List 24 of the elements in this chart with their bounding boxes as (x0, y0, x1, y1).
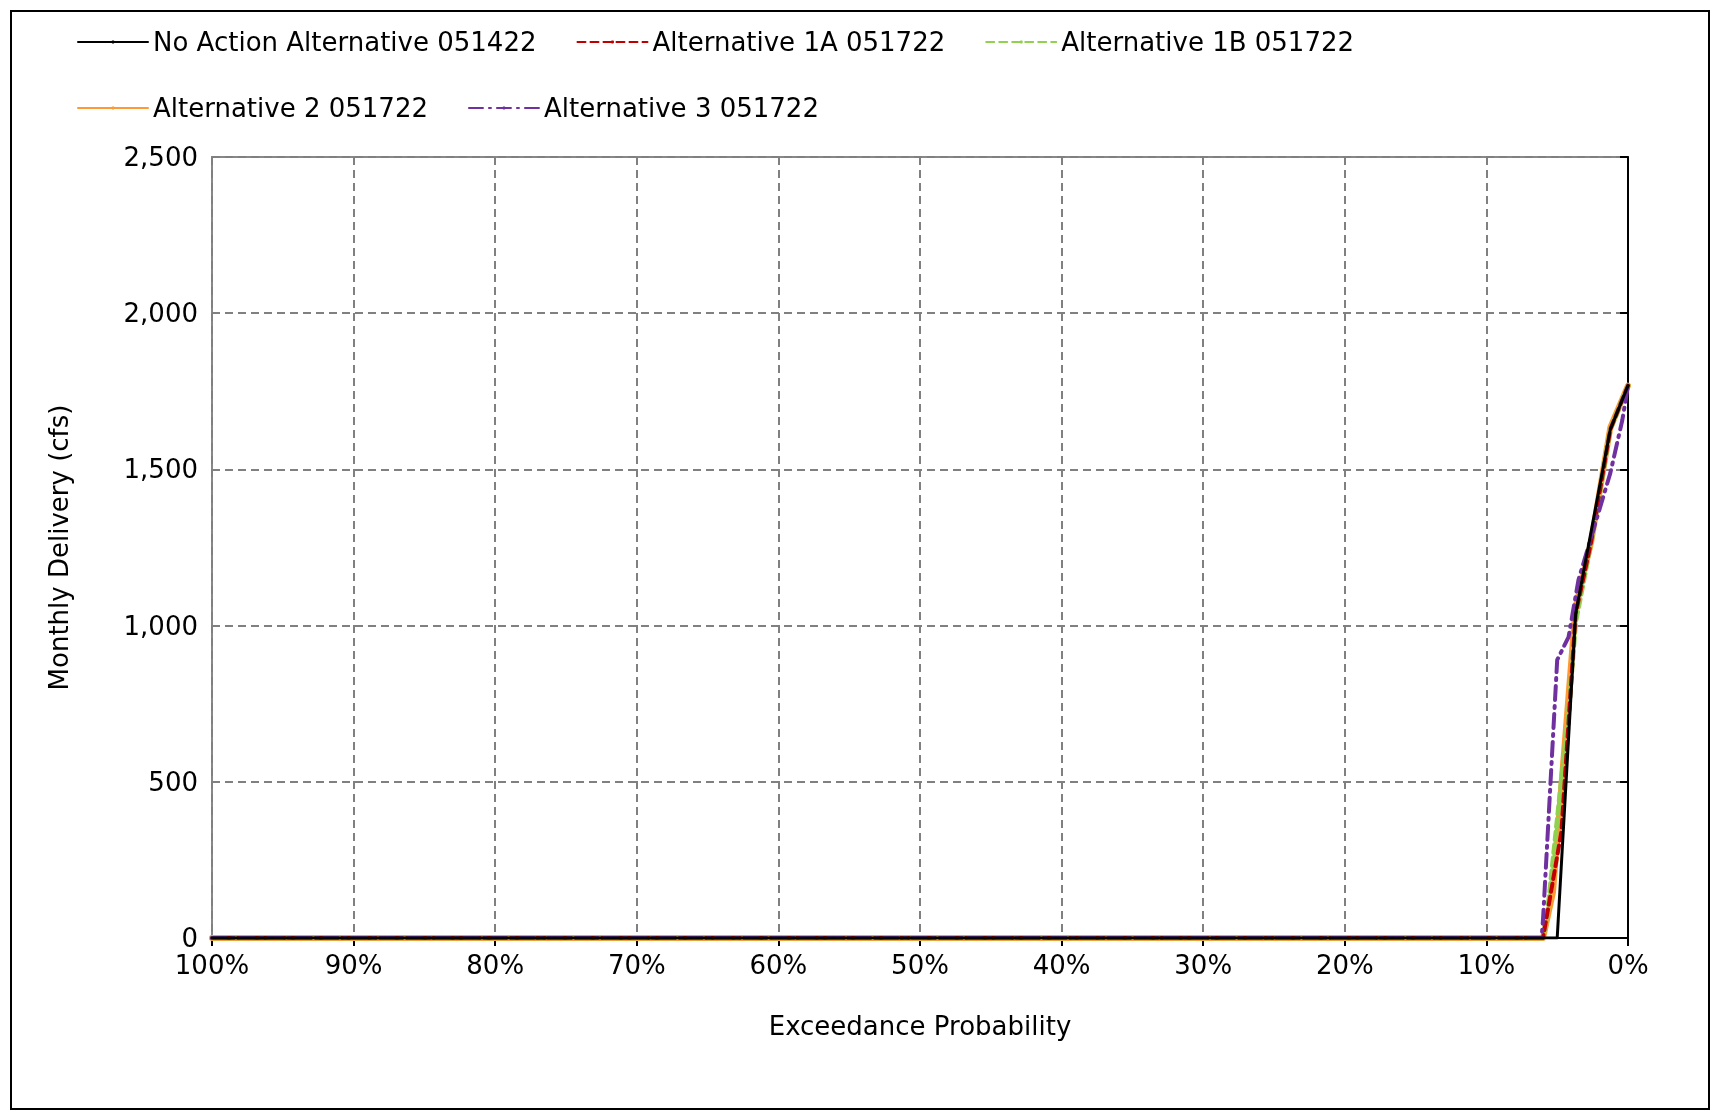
x-tick-label: 70% (607, 950, 666, 980)
legend-label: Alternative 3 051722 (543, 93, 819, 123)
y-tick-label: 500 (148, 766, 198, 797)
x-tick-label: 80% (466, 950, 525, 980)
x-tick-label: 90% (324, 950, 383, 980)
y-tick-label: 2,000 (123, 298, 198, 329)
legend-label: No Action Alternative 051422 (153, 27, 537, 57)
legend-label: Alternative 1B 051722 (1061, 27, 1355, 57)
y-axis-title: Monthly Delivery (cfs) (44, 404, 74, 691)
y-tick-label: 1,500 (123, 454, 198, 485)
x-axis-title: Exceedance Probability (768, 1011, 1072, 1041)
y-tick-label: 0 (181, 923, 198, 953)
x-tick-label: 60% (749, 950, 808, 980)
x-tick-label: 0% (1607, 950, 1649, 980)
x-tick-label: 20% (1315, 950, 1374, 980)
legend-label: Alternative 1A 051722 (652, 27, 946, 57)
y-tick-label: 2,500 (123, 142, 198, 172)
x-tick-label: 40% (1032, 950, 1091, 980)
legend-label: Alternative 2 051722 (153, 93, 428, 123)
x-tick-label: 100% (174, 950, 250, 980)
x-tick-label: 10% (1457, 950, 1516, 980)
y-tick-label: 1,000 (123, 610, 198, 641)
x-tick-label: 30% (1174, 950, 1233, 980)
x-tick-label: 50% (891, 950, 949, 980)
